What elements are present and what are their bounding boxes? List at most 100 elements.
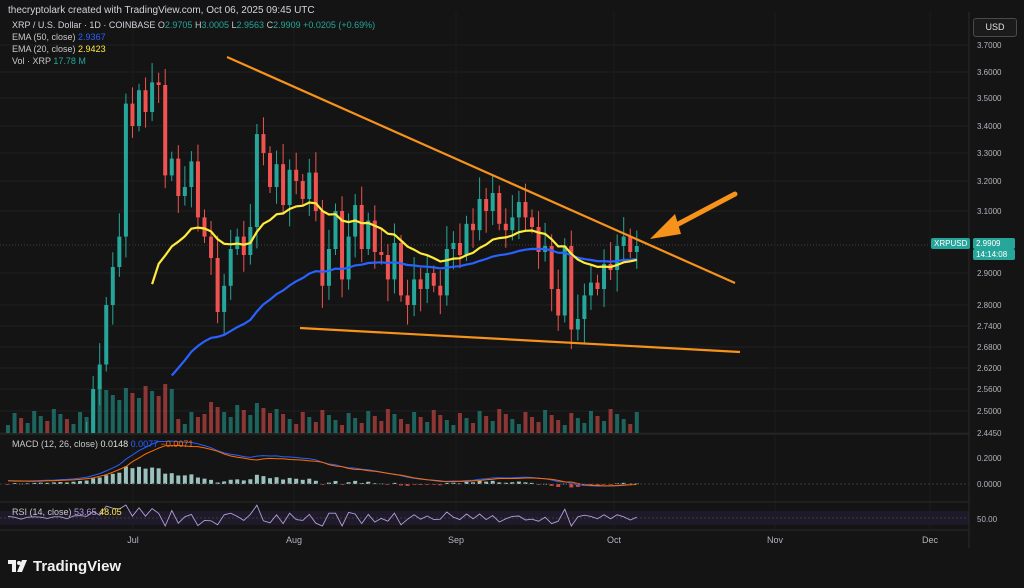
ema50-legend[interactable]: EMA (50, close) 2.9367 bbox=[12, 32, 106, 42]
macd-histogram-bar bbox=[45, 482, 50, 484]
volume-bar bbox=[248, 415, 253, 433]
candle-body bbox=[346, 236, 351, 280]
macd-histogram-bar bbox=[182, 475, 187, 484]
rsi-value: 53.65 bbox=[74, 507, 97, 517]
volume-bar bbox=[294, 424, 299, 433]
macd-histogram-bar bbox=[320, 484, 325, 485]
macd-histogram-bar bbox=[313, 480, 318, 484]
volume-bar bbox=[156, 396, 161, 433]
candle-body bbox=[169, 158, 174, 176]
macd-histogram-bar bbox=[268, 478, 272, 484]
rsi-legend[interactable]: RSI (14, close) 53.65 48.05 bbox=[12, 507, 122, 517]
price-tick-label: 2.5000 bbox=[977, 407, 1002, 416]
macd-histogram-bar bbox=[346, 482, 351, 484]
volume-bar bbox=[366, 411, 371, 433]
volume-bar bbox=[104, 390, 109, 433]
candle-body bbox=[582, 295, 587, 319]
candle-body bbox=[628, 236, 633, 252]
candle-body bbox=[182, 187, 187, 196]
rsi-line bbox=[7, 504, 637, 528]
candle-body bbox=[412, 279, 417, 305]
macd-histogram-bar bbox=[333, 480, 338, 484]
time-tick-label: Nov bbox=[767, 535, 784, 545]
price-tick-label: 3.2000 bbox=[977, 177, 1002, 186]
volume-bars bbox=[6, 384, 639, 433]
candle-body bbox=[438, 285, 443, 296]
macd-histogram-bar bbox=[516, 481, 521, 484]
candle-body bbox=[379, 252, 384, 255]
ema-lines bbox=[151, 201, 638, 377]
macd-histogram-bar bbox=[372, 483, 377, 485]
macd-histogram-bar bbox=[156, 468, 161, 484]
macd-histogram-bar bbox=[235, 479, 240, 484]
chart-plot-area bbox=[0, 12, 969, 548]
candle-body bbox=[556, 289, 561, 316]
candle-body bbox=[274, 164, 279, 187]
ema20-legend[interactable]: EMA (20, close) 2.9423 bbox=[12, 44, 106, 54]
macd-histogram-bar bbox=[418, 484, 423, 486]
volume-bar bbox=[451, 425, 456, 433]
volume-bar bbox=[97, 385, 102, 433]
macd-histogram-bar bbox=[51, 482, 56, 484]
macd-histogram-bar bbox=[281, 479, 286, 484]
macd-legend[interactable]: MACD (12, 26, close) 0.0148 0.0077 −0.00… bbox=[12, 439, 194, 449]
last-price-tag: 2.9909 bbox=[973, 238, 1015, 249]
credit-line: thecryptolark created with TradingView.c… bbox=[8, 5, 315, 16]
macd-histogram-bar bbox=[176, 475, 181, 484]
volume-bar bbox=[235, 405, 240, 433]
candle-body bbox=[307, 172, 312, 199]
volume-bar bbox=[418, 417, 423, 433]
volume-bar bbox=[523, 412, 528, 433]
volume-bar bbox=[543, 410, 548, 433]
candle-body bbox=[222, 285, 227, 312]
candle-body bbox=[372, 220, 377, 252]
volume-bar bbox=[608, 409, 613, 433]
trendlines bbox=[226, 55, 741, 354]
macd-histogram-bar bbox=[569, 484, 574, 488]
macd-histogram-bar bbox=[228, 479, 233, 484]
volume-bar bbox=[6, 425, 10, 433]
candle-body bbox=[405, 295, 410, 305]
macd-histogram-bar bbox=[169, 473, 174, 484]
currency-button[interactable]: USD bbox=[973, 18, 1017, 37]
macd-histogram-bar bbox=[261, 476, 266, 484]
candle-body bbox=[137, 90, 141, 126]
tradingview-brand[interactable]: TradingView bbox=[8, 558, 121, 575]
volume-bar bbox=[340, 425, 345, 433]
rsi-pane bbox=[0, 504, 969, 528]
price-tick-label: 2.9000 bbox=[977, 269, 1002, 278]
volume-bar bbox=[64, 419, 69, 433]
macd-histogram-bar bbox=[58, 482, 63, 484]
candle-body bbox=[602, 264, 607, 289]
volume-bar bbox=[399, 419, 403, 433]
volume-bar bbox=[110, 395, 115, 433]
candle-body bbox=[268, 153, 272, 187]
rsi-ma-value: 48.05 bbox=[99, 507, 122, 517]
candle-body bbox=[359, 205, 364, 249]
macd-histogram-bar bbox=[444, 483, 449, 484]
candle-body bbox=[477, 199, 482, 231]
macd-histogram-bar bbox=[412, 484, 417, 485]
time-tick-label: Aug bbox=[286, 535, 302, 545]
candle-body bbox=[333, 211, 338, 249]
macd-histogram-bar bbox=[451, 482, 456, 484]
volume-bar bbox=[556, 420, 561, 433]
candle-body bbox=[431, 273, 436, 286]
price-tick-label: 2.6200 bbox=[977, 364, 1002, 373]
volume-bar bbox=[320, 410, 325, 433]
rsi-tick-label: 50.00 bbox=[977, 515, 998, 524]
macd-histogram-bar bbox=[490, 480, 495, 484]
candle-body bbox=[484, 199, 489, 211]
candle-body bbox=[254, 134, 259, 227]
symbol-legend[interactable]: XRP / U.S. Dollar · 1D · COINBASE O2.970… bbox=[12, 20, 376, 30]
candle-body bbox=[595, 282, 600, 289]
candle-body bbox=[569, 246, 574, 330]
volume-bar bbox=[582, 423, 587, 433]
volume-legend[interactable]: Vol · XRP 17.78 M bbox=[12, 56, 86, 66]
volume-bar bbox=[497, 409, 502, 433]
time-tick-label: Sep bbox=[448, 535, 464, 545]
price-tick-label: 3.7000 bbox=[977, 41, 1002, 50]
candle-body bbox=[621, 236, 626, 246]
volume-bar bbox=[254, 403, 259, 433]
macd-histogram-bar bbox=[189, 474, 194, 484]
